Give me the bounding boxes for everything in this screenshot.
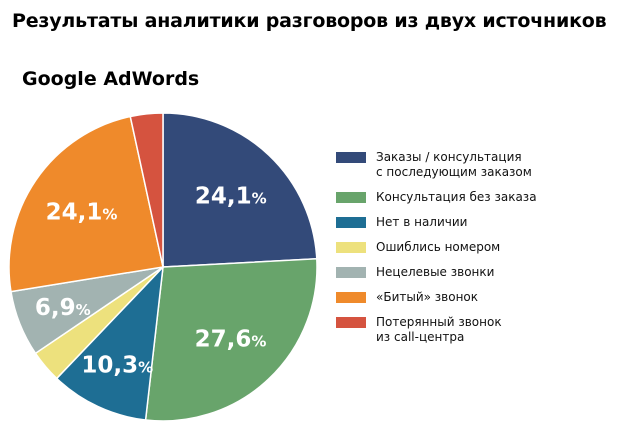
legend-item-2: Нет в наличии [336, 215, 636, 230]
legend-swatch-6 [336, 317, 366, 328]
legend-swatch-5 [336, 292, 366, 303]
legend-label-6: Потерянный звонок из call-центра [376, 315, 502, 344]
slice-label-0: 24,1% [195, 183, 267, 209]
chart-legend: Заказы / консультация с последующим зака… [336, 150, 636, 355]
pie-slice-2 [55, 264, 164, 421]
legend-item-0: Заказы / консультация с последующим зака… [336, 150, 636, 180]
legend-label-3: Ошиблись номером [376, 240, 501, 254]
pie-slice-1 [144, 257, 318, 422]
legend-swatch-4 [336, 267, 366, 278]
pie-slice-5 [8, 115, 164, 293]
legend-item-6: Потерянный звонок из call-центра [336, 315, 636, 345]
slice-label-2: 10,3% [81, 353, 153, 379]
legend-label-4: Нецелевые звонки [376, 265, 495, 279]
chart-title: Результаты аналитики разговоров из двух … [12, 10, 607, 32]
slice-label-5: 24,1% [46, 200, 118, 226]
legend-label-5: «Битый» звонок [376, 290, 479, 304]
slice-label-4: 6,9% [35, 295, 91, 321]
legend-item-1: Консультация без заказа [336, 190, 636, 205]
legend-item-4: Нецелевые звонки [336, 265, 636, 280]
legend-swatch-1 [336, 192, 366, 203]
legend-label-2: Нет в наличии [376, 215, 468, 229]
pie-chart: 24,1% 27,6% 10,3% 6,9% 24,1% [8, 112, 318, 422]
legend-swatch-0 [336, 152, 366, 163]
legend-label-1: Консультация без заказа [376, 190, 537, 204]
slice-label-1: 27,6% [195, 327, 267, 353]
chart-subtitle: Google AdWords [22, 68, 200, 90]
legend-label-0: Заказы / консультация с последующим зака… [376, 150, 532, 179]
legend-swatch-2 [336, 217, 366, 228]
legend-item-3: Ошиблись номером [336, 240, 636, 255]
pie-slice-6 [129, 112, 164, 268]
legend-swatch-3 [336, 242, 366, 253]
legend-item-5: «Битый» звонок [336, 290, 636, 305]
pie-slice-0 [162, 112, 318, 268]
